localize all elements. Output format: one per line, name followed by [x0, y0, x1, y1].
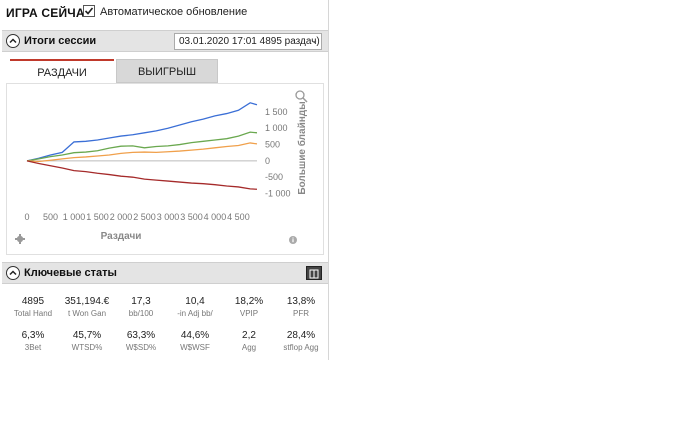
chevron-up-icon: [9, 270, 17, 276]
series-line-2: [26, 142, 258, 163]
stat-value: 28,4%: [286, 330, 316, 341]
stat-bb-100: 17,3 bb/100: [118, 296, 164, 318]
x-tick-label: 2 500: [133, 212, 156, 222]
layout-toggle-button[interactable]: [306, 266, 322, 280]
chart-tabs: РАЗДАЧИ ВЫИГРЫШ: [6, 57, 324, 83]
stat-allin-adj: 10,4 -in Adj bb/: [172, 296, 218, 318]
session-select[interactable]: 03.01.2020 17:01 4895 раздач) ⌄: [174, 33, 322, 50]
y-tick-label: 1 000: [265, 123, 288, 133]
y-axis-label: Большие блайнды: [296, 101, 308, 194]
stat-label: bb/100: [128, 309, 154, 318]
stat-value: 351,194.€: [64, 296, 110, 307]
y-tick-label: -1 000: [265, 188, 291, 198]
stat-wtsd: 45,7% WTSD%: [64, 330, 110, 352]
x-tick-label: 1 000: [63, 212, 86, 222]
stat-value: 13,8%: [286, 296, 316, 307]
x-tick-label: 4 000: [204, 212, 227, 222]
graph-area: 0 500 1 000 1 500 2 000 2 500 3 000 3 500 4 000 4…: [6, 83, 324, 255]
stat-net-won: 351,194.€ t Won Gan: [64, 296, 110, 318]
stat-label: W$WSF: [180, 343, 210, 352]
series-line-3: [26, 160, 258, 190]
x-tick-label: 1 500: [86, 212, 109, 222]
stat-postflop-agg: 28,4% stflop Agg: [278, 330, 324, 352]
stat-value: 6,3%: [21, 330, 45, 341]
stat-label: -in Adj bb/: [177, 309, 213, 318]
game-now-panel: ИГРА СЕЙЧАС Автоматическое обновление Ит…: [2, 0, 329, 360]
stat-label: t Won Gan: [67, 309, 107, 318]
stat-vpip: 18,2% VPIP: [226, 296, 272, 318]
key-stats-header: Ключевые статы: [2, 262, 328, 284]
info-icon[interactable]: [289, 236, 297, 244]
stat-label: WTSD%: [71, 343, 103, 352]
stat-agg: 2,2 Agg: [226, 330, 272, 352]
auto-update-checkbox[interactable]: [83, 5, 95, 17]
key-stats-title: Ключевые статы: [24, 267, 117, 279]
session-summary-header: Итоги сессии 03.01.2020 17:01 4895 разда…: [2, 30, 328, 52]
y-tick-label: 500: [265, 140, 280, 150]
stat-value: 2,2: [242, 330, 256, 341]
y-tick-label: 1 500: [265, 107, 288, 117]
stat-wwsf: 44,6% W$WSF: [172, 330, 218, 352]
tab-winnings[interactable]: ВЫИГРЫШ: [116, 59, 218, 83]
series-line-1: [26, 131, 258, 162]
stat-value: 18,2%: [234, 296, 264, 307]
page-title: ИГРА СЕЙЧАС: [6, 6, 94, 20]
stat-value: 17,3: [131, 296, 151, 307]
zoom-icon[interactable]: [295, 90, 308, 103]
stat-label: VPIP: [239, 309, 259, 318]
stat-label: Total Hand: [13, 309, 53, 318]
stat-label: Agg: [241, 343, 257, 352]
x-tick-label: 4 500: [227, 212, 250, 222]
stat-label: 3Bet: [24, 343, 42, 352]
collapse-stats-button[interactable]: [6, 266, 20, 280]
key-stats-grid: 4895 Total Hand 351,194.€ t Won Gan 17,3…: [2, 286, 328, 360]
x-tick-label: 0: [24, 212, 29, 222]
y-tick-label: -500: [265, 172, 283, 182]
stat-pfr: 13,8% PFR: [278, 296, 324, 318]
top-bar: ИГРА СЕЙЧАС Автоматическое обновление: [2, 0, 328, 26]
stat-value: 44,6%: [180, 330, 210, 341]
session-summary-title: Итоги сессии: [24, 35, 97, 47]
stat-wsd: 63,3% W$SD%: [118, 330, 164, 352]
stat-value: 4895: [21, 296, 45, 307]
y-tick-label: 0: [265, 156, 270, 166]
x-tick-label: 3 000: [157, 212, 180, 222]
session-select-value: 03.01.2020 17:01 4895 раздач): [179, 36, 320, 47]
x-axis-label: Раздачи: [101, 231, 142, 242]
x-tick-label: 2 000: [110, 212, 133, 222]
stat-value: 10,4: [185, 296, 205, 307]
auto-update-label[interactable]: Автоматическое обновление: [100, 6, 248, 18]
stat-3bet: 6,3% 3Bet: [10, 330, 56, 352]
stat-label: W$SD%: [125, 343, 157, 352]
chevron-up-icon: [9, 38, 17, 44]
stat-total-hands: 4895 Total Hand: [10, 296, 56, 318]
chevron-down-icon: ⌄: [310, 35, 318, 45]
x-tick-label: 500: [43, 212, 58, 222]
series-line-0: [26, 102, 258, 162]
collapse-session-button[interactable]: [6, 34, 20, 48]
settings-gear-icon[interactable]: [15, 234, 25, 244]
stat-label: PFR: [293, 309, 309, 318]
stat-label: stflop Agg: [283, 343, 319, 352]
checkmark-icon: [84, 7, 94, 15]
winnings-chart: 0 500 1 000 1 500 2 000 2 500 3 000 3 500 4 000 4…: [15, 90, 308, 244]
stat-value: 45,7%: [72, 330, 102, 341]
tab-hands[interactable]: РАЗДАЧИ: [10, 59, 114, 83]
x-tick-label: 3 500: [180, 212, 203, 222]
stat-value: 63,3%: [126, 330, 156, 341]
columns-icon: [309, 269, 319, 279]
